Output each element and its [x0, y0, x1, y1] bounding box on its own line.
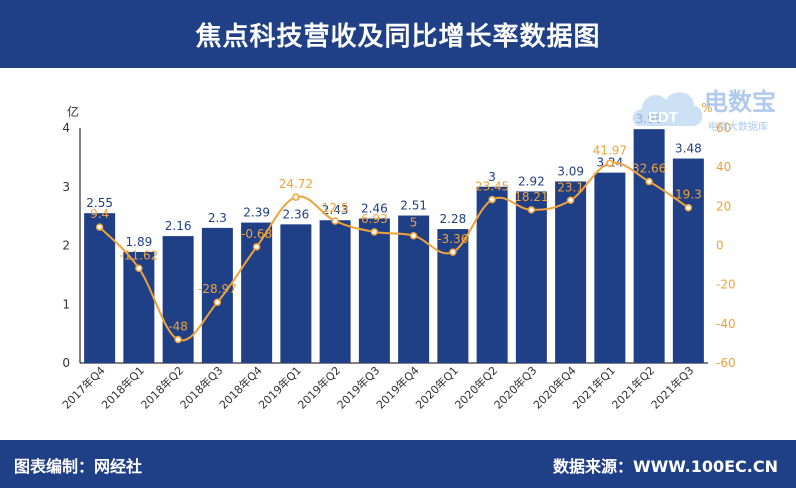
y-right-tick: 60	[716, 121, 731, 135]
bar	[280, 224, 312, 363]
growth-rate-label: 32.66	[632, 162, 666, 176]
editor-credit: 图表编制：网经社	[14, 457, 143, 476]
growth-rate-point	[331, 217, 339, 225]
footer-bar: 图表编制：网经社 数据来源：WWW.100EC.CN	[0, 440, 796, 488]
growth-rate-point	[292, 193, 300, 201]
growth-rate-point	[606, 159, 614, 168]
bar-value-label: 3	[488, 170, 496, 184]
bar	[594, 172, 626, 363]
bar-value-label: 2.16	[165, 219, 192, 233]
x-tick-label: 2021年Q3	[648, 363, 697, 412]
growth-rate-label: -48	[168, 320, 188, 334]
watermark-title: 电数宝	[704, 88, 776, 116]
growth-rate-point	[684, 203, 693, 212]
growth-rate-point	[488, 195, 496, 204]
growth-rate-point	[174, 335, 182, 344]
bar-value-label: 2.39	[243, 206, 270, 220]
bar	[162, 236, 194, 363]
bar-value-label: 1.89	[126, 235, 153, 249]
bar	[555, 181, 587, 363]
y-right-tick: 0	[716, 239, 724, 253]
growth-rate-line	[98, 161, 689, 342]
growth-rate-label: 9.4	[90, 207, 109, 221]
chart-area: 亿01234%-60-40-2002040602017年Q42018年Q1201…	[59, 101, 736, 412]
bar	[672, 158, 704, 363]
growth-rate-point	[370, 228, 379, 236]
growth-rate-point	[95, 223, 104, 231]
bar-value-label: 2.46	[361, 201, 388, 215]
growth-rate-label: 41.97	[593, 143, 627, 157]
growth-rate-label: 6.93	[361, 212, 388, 226]
growth-rate-label: -3.36	[437, 232, 468, 246]
growth-rate-label: 23.45	[475, 180, 509, 194]
y-right-tick: -20	[716, 278, 736, 292]
bar-value-label: 3.09	[557, 164, 584, 178]
growth-rate-label: -28.97	[198, 282, 237, 296]
watermark: EDT 电数宝 电商大数据库	[632, 74, 792, 136]
bar	[319, 220, 351, 363]
y-right-tick: -40	[716, 317, 736, 331]
watermark-logo-text: EDT	[648, 109, 678, 126]
y-left-tick: 3	[62, 180, 70, 194]
growth-rate-point	[449, 248, 457, 256]
growth-rate-point	[645, 177, 653, 186]
cloud-logo-icon	[632, 92, 703, 126]
y-left-tick: 1	[62, 297, 70, 311]
y-right-tick: 20	[716, 199, 731, 213]
y-left-tick: 0	[62, 356, 70, 370]
growth-rate-point	[566, 196, 575, 205]
bar-value-label: 3.48	[675, 142, 702, 156]
bar	[633, 129, 665, 363]
bar-value-label: 2.28	[440, 212, 467, 226]
y-left-tick: 2	[62, 239, 70, 253]
bar-value-label: 2.51	[400, 199, 427, 213]
bar	[84, 213, 116, 363]
growth-rate-point	[252, 243, 261, 251]
bar	[201, 227, 233, 363]
bar	[476, 186, 508, 363]
growth-rate-label: 23.1	[557, 180, 584, 194]
growth-rate-label: 19.3	[675, 188, 702, 202]
y-right-unit: %	[701, 101, 712, 115]
growth-rate-label: 5	[410, 216, 418, 230]
y-right-tick: 40	[716, 160, 731, 174]
growth-rate-point	[213, 298, 222, 306]
chart-title: 焦点科技营收及同比增长率数据图	[195, 21, 601, 52]
bar-value-label: 2.36	[283, 207, 310, 221]
y-left-unit: 亿	[67, 104, 79, 119]
bar	[515, 191, 547, 363]
growth-rate-point	[409, 231, 418, 240]
growth-rate-point	[135, 264, 143, 273]
growth-rate-point	[527, 206, 536, 214]
bar-value-label: 2.92	[518, 174, 545, 188]
bar-value-label: 2.43	[322, 203, 349, 217]
bar-value-label: 2.55	[86, 196, 113, 210]
growth-rate-label: -0.68	[241, 227, 272, 241]
bar	[358, 218, 390, 363]
growth-rate-label: 12.5	[322, 201, 349, 215]
y-left-tick: 4	[62, 121, 70, 135]
bar-value-label: 2.3	[208, 211, 227, 225]
growth-rate-label: 24.72	[279, 177, 313, 191]
header-bar: 焦点科技营收及同比增长率数据图	[0, 0, 796, 68]
growth-rate-label: 18.21	[514, 190, 548, 204]
y-right-tick: -60	[716, 356, 736, 370]
watermark-subtitle: 电商大数据库	[708, 120, 768, 133]
growth-rate-label: -11.62	[120, 248, 159, 262]
data-source: 数据来源：WWW.100EC.CN	[552, 457, 778, 476]
